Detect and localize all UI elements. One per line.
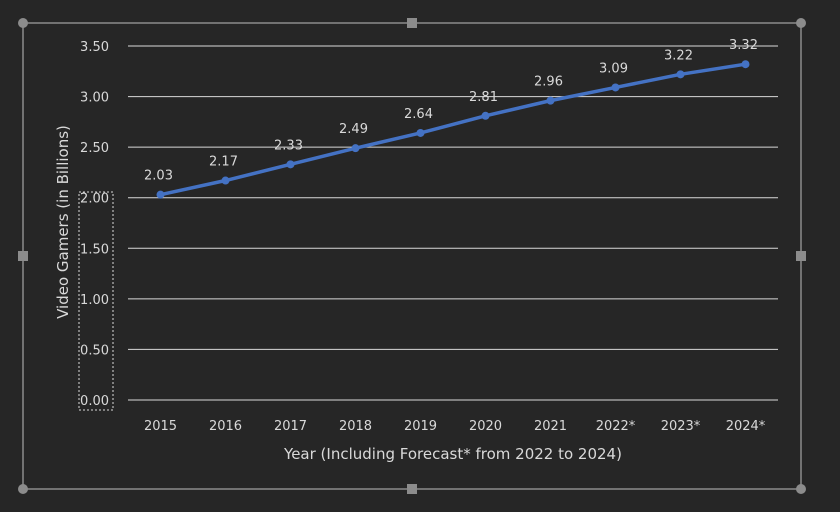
y-tick-label: 3.00 — [80, 91, 109, 106]
x-tick-label: 2019 — [404, 419, 437, 434]
y-tick-label: 0.00 — [80, 394, 109, 409]
x-tick-label: 2023* — [661, 419, 701, 434]
resize-handle-top[interactable] — [407, 18, 417, 28]
x-tick-label: 2017 — [274, 419, 307, 434]
resize-handle-bottom[interactable] — [407, 484, 417, 494]
y-axis-title: Video Gamers (in Billions) — [54, 125, 72, 319]
x-tick-label: 2016 — [209, 419, 242, 434]
data-label: 2.17 — [209, 155, 238, 170]
data-label: 2.03 — [144, 169, 173, 184]
data-label: 2.33 — [274, 138, 303, 153]
data-labels: 2.03 2.17 2.33 2.49 2.64 2.81 2.96 3.09 3.22 3.32 — [144, 38, 758, 183]
y-axis-ticks: 0.00 0.50 1.00 1.50 2.00 2.50 3.00 3.50 — [80, 40, 109, 409]
x-tick-label: 2015 — [144, 419, 177, 434]
y-tick-label: 3.50 — [80, 40, 109, 55]
x-tick-label: 2018 — [339, 419, 372, 434]
y-tick-label: 0.50 — [80, 343, 109, 358]
data-point[interactable] — [156, 190, 165, 199]
y-tick-label: 1.50 — [80, 242, 109, 257]
data-point[interactable] — [221, 176, 230, 185]
data-point[interactable] — [351, 144, 360, 153]
data-label: 2.81 — [469, 90, 498, 105]
data-label: 2.49 — [339, 122, 368, 137]
y-tick-label: 1.00 — [80, 293, 109, 308]
resize-handle-top-left[interactable] — [18, 18, 28, 28]
data-point[interactable] — [741, 60, 750, 69]
data-point[interactable] — [546, 96, 555, 105]
x-tick-label: 2020 — [469, 419, 502, 434]
data-label: 3.22 — [664, 48, 693, 63]
data-label: 3.32 — [729, 38, 758, 53]
y-tick-label: 2.50 — [80, 141, 109, 156]
x-axis-title: Year (Including Forecast* from 2022 to 2… — [283, 445, 622, 463]
data-label: 2.96 — [534, 75, 563, 90]
data-label: 3.09 — [599, 61, 628, 76]
x-axis-ticks: 2015 2016 2017 2018 2019 2020 2021 2022* 2023* 20… — [144, 419, 766, 434]
data-point[interactable] — [481, 111, 490, 120]
series-video-gamers — [156, 60, 750, 199]
data-point[interactable] — [676, 70, 685, 79]
resize-handle-right[interactable] — [796, 251, 806, 261]
data-point[interactable] — [286, 160, 295, 169]
resize-handle-top-right[interactable] — [796, 18, 806, 28]
y-axis-selection-box — [78, 191, 114, 411]
gridlines — [128, 45, 778, 401]
y-tick-label: 2.00 — [80, 192, 109, 207]
series-line[interactable] — [158, 62, 748, 197]
data-point[interactable] — [611, 83, 620, 92]
data-label: 2.64 — [404, 107, 433, 122]
data-point[interactable] — [416, 128, 425, 137]
x-tick-label: 2024* — [726, 419, 766, 434]
resize-handle-bottom-right[interactable] — [796, 484, 806, 494]
x-tick-label: 2022* — [596, 419, 636, 434]
resize-handle-left[interactable] — [18, 251, 28, 261]
x-tick-label: 2021 — [534, 419, 567, 434]
resize-handle-bottom-left[interactable] — [18, 484, 28, 494]
